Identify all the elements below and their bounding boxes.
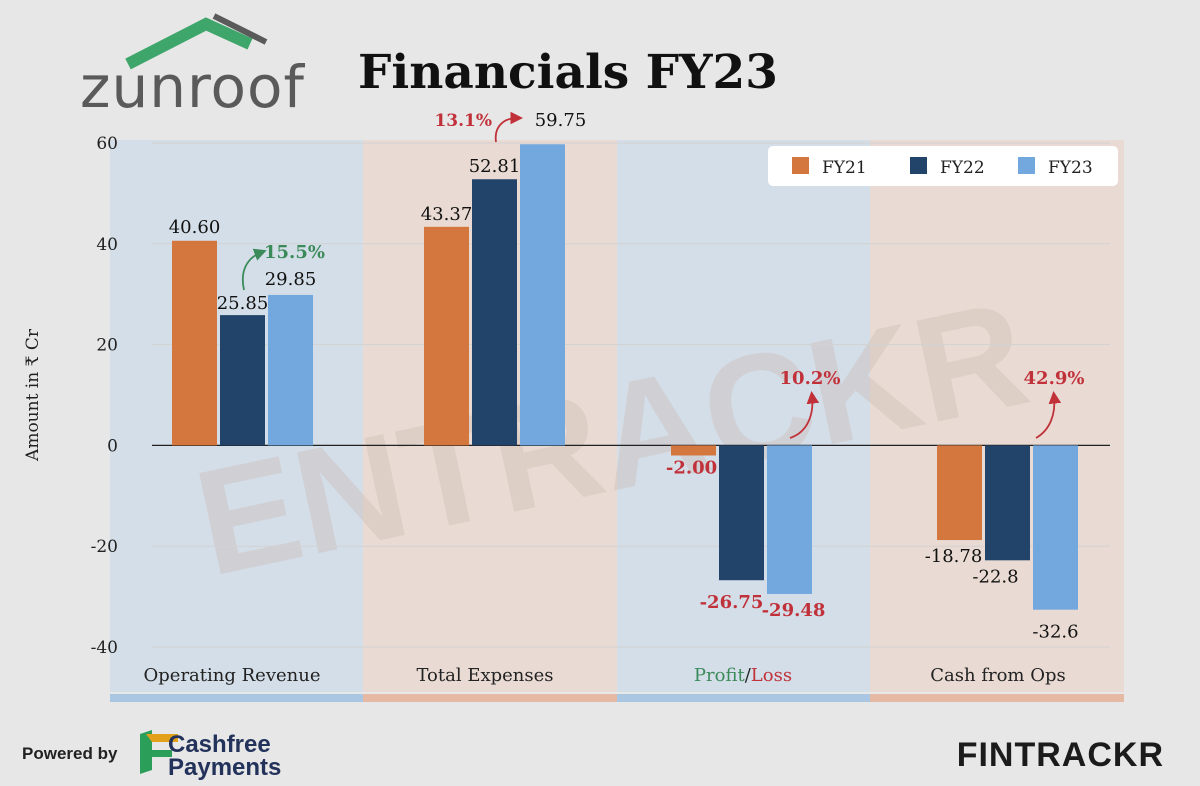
- y-axis-ticks: 60 40 20 0 -20 -40: [91, 134, 118, 658]
- bar-fy22-0: [220, 315, 265, 446]
- bar-fy23-3: [1033, 445, 1078, 610]
- bottom-strip-segment-2: [617, 694, 870, 702]
- growth-arrow-cash: [1035, 390, 1062, 439]
- bottom-strip-segment-1: [363, 694, 617, 702]
- bar-fy21-2: [671, 445, 716, 456]
- company-logo: zunroof: [80, 13, 306, 121]
- growth-annotation-cash: 42.9%: [1024, 368, 1085, 389]
- bar-fy22-1: [472, 179, 517, 446]
- category-label-operating-revenue: Operating Revenue: [144, 665, 321, 686]
- bar-value-label-fy21-1: 43.37: [421, 204, 473, 225]
- bar-value-label-fy21-3: -18.78: [925, 546, 983, 567]
- legend-box: [768, 146, 1118, 186]
- legend-label-fy21: FY21: [822, 158, 867, 178]
- brand-logo-text: FINTRACKR: [957, 736, 1164, 774]
- growth-annotation-profit: 10.2%: [780, 368, 841, 389]
- y-tick-label-1: 40: [96, 235, 118, 255]
- powered-by-label: Powered by: [22, 744, 118, 763]
- bar-value-label-fy22-2: -26.75: [700, 592, 764, 613]
- y-tick-label-4: -20: [91, 537, 118, 557]
- bar-value-label-fy22-3: -22.8: [972, 566, 1018, 587]
- growth-annotation-expenses: 13.1%: [434, 111, 492, 131]
- category-panel-3: [870, 140, 1124, 692]
- category-label-total-expenses: Total Expenses: [416, 665, 553, 686]
- page-title: Financials FY23: [358, 45, 778, 100]
- bar-value-label-fy22-1: 52.81: [469, 156, 521, 177]
- bar-value-label-fy22-0: 25.85: [217, 293, 269, 314]
- y-tick-label-5: -40: [91, 638, 118, 658]
- bar-fy21-3: [937, 445, 982, 541]
- bar-fy22-3: [985, 445, 1030, 561]
- cashfree-mark-stem-icon: [140, 730, 152, 774]
- category-panel-2: [617, 140, 870, 692]
- legend-label-fy22: FY22: [940, 158, 985, 178]
- growth-arrow-profit: [789, 390, 820, 439]
- bar-value-label-fy21-0: 40.60: [169, 217, 221, 238]
- bottom-strip-segment-3: [870, 694, 1124, 702]
- bar-value-label-fy23-3: -32.6: [1032, 622, 1078, 643]
- bar-value-label-fy23-2: -29.48: [762, 600, 826, 621]
- bar-fy21-0: [172, 240, 217, 446]
- loss-label: Loss: [751, 665, 792, 686]
- sponsor-name-line1: Cashfree: [168, 731, 271, 758]
- profit-label: Profit: [694, 665, 746, 686]
- y-tick-label-0: 60: [96, 134, 118, 154]
- bar-value-label-fy21-2: -2.00: [666, 457, 717, 478]
- cashfree-mark-top-icon: [146, 734, 178, 742]
- category-label-profit-loss: Profit/Loss: [694, 665, 792, 686]
- category-label-cash-from-ops: Cash from Ops: [930, 665, 1065, 686]
- bar-fy22-2: [719, 445, 764, 581]
- bottom-strip: [110, 694, 1124, 702]
- bar-fy21-1: [424, 226, 469, 446]
- roof-accent-icon: [212, 13, 268, 45]
- legend: FY21 FY22 FY23: [768, 146, 1118, 186]
- bar-fy23-1: [520, 144, 565, 446]
- bar-labels: 40.60 43.37 -2.00 -18.78 25.85 52.81 -26.75 -22…: [169, 110, 1079, 643]
- bar-value-label-fy23-1: 59.75: [535, 110, 587, 131]
- growth-arrow-expenses: [494, 111, 524, 143]
- growth-arrow-revenue: [241, 248, 267, 291]
- bar-fy23-0: [268, 294, 313, 446]
- growth-annotations: 15.5% 13.1% 10.2% 42.9%: [241, 111, 1085, 439]
- cashfree-mark-mid-icon: [152, 750, 172, 757]
- roof-icon: [125, 17, 253, 70]
- bars: [172, 144, 1078, 610]
- bar-value-label-fy23-0: 29.85: [265, 269, 317, 290]
- sponsor-name-line2: Payments: [168, 754, 281, 781]
- bar-fy23-2: [767, 445, 812, 594]
- cashfree-logo: [140, 730, 178, 774]
- y-tick-label-3: 0: [107, 436, 118, 456]
- legend-swatch-fy23: [1018, 157, 1035, 174]
- legend-label-fy23: FY23: [1048, 158, 1093, 178]
- profit-loss-separator: /: [745, 665, 752, 686]
- y-axis-label: Amount in ₹ Cr: [23, 328, 43, 462]
- bottom-strip-segment-0: [110, 694, 363, 702]
- y-tick-label-2: 20: [96, 336, 118, 356]
- growth-annotation-revenue: 15.5%: [264, 242, 325, 263]
- legend-swatch-fy22: [910, 157, 927, 174]
- company-name: zunroof: [80, 53, 306, 121]
- legend-swatch-fy21: [792, 157, 809, 174]
